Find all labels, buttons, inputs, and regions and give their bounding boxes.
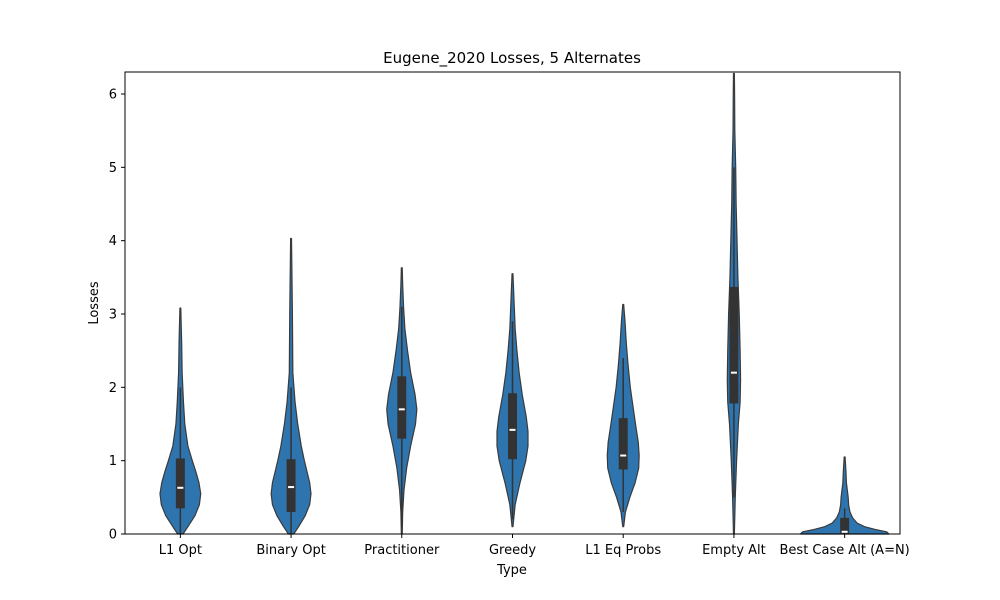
y-tick-label: 3 xyxy=(109,308,117,323)
y-tick-label: 4 xyxy=(109,234,117,249)
x-tick-label-empty-alt: Empty Alt xyxy=(702,543,766,558)
x-tick-label-l1-eq-probs: L1 Eq Probs xyxy=(585,543,661,558)
y-tick-label: 5 xyxy=(109,161,117,176)
violin-greedy xyxy=(496,273,529,528)
violin-best-case-alt-a-n xyxy=(799,456,890,535)
x-tick-label-greedy: Greedy xyxy=(489,543,536,558)
x-axis: L1 Opt Binary Opt Practitioner Greedy L1 Eq … xyxy=(159,534,910,558)
violin-iqr-box xyxy=(840,517,850,534)
y-axis: 0 1 2 3 4 5 6 xyxy=(109,88,125,543)
y-tick-label: 2 xyxy=(109,381,117,396)
y-axis-label: Losses xyxy=(87,281,102,325)
violin-binary-opt xyxy=(270,237,312,535)
violin-practitioner xyxy=(386,267,418,535)
chart-title: Eugene_2020 Losses, 5 Alternates xyxy=(383,49,641,68)
violin-empty-alt xyxy=(726,72,742,535)
violin-l1-eq-probs xyxy=(606,303,640,528)
x-tick-label-l1-opt: L1 Opt xyxy=(159,543,202,558)
violin-body xyxy=(799,456,890,535)
y-tick-label: 0 xyxy=(109,528,117,543)
violin-iqr-box xyxy=(397,376,407,439)
x-axis-label: Type xyxy=(496,563,527,578)
violin-iqr-box xyxy=(175,458,185,509)
x-tick-label-practitioner: Practitioner xyxy=(364,543,440,558)
y-tick-label: 6 xyxy=(109,88,117,103)
y-tick-label: 1 xyxy=(109,454,117,469)
violin-iqr-box xyxy=(508,393,517,460)
violins-layer xyxy=(159,72,890,535)
violin-l1-opt xyxy=(159,307,202,535)
x-tick-label-best-case-alt-a-n: Best Case Alt (A=N) xyxy=(780,543,910,558)
violin-iqr-box xyxy=(729,286,739,404)
violin-iqr-box xyxy=(618,418,628,470)
violin-iqr-box xyxy=(286,459,296,512)
violin-body xyxy=(270,237,312,535)
x-tick-label-binary-opt: Binary Opt xyxy=(256,543,326,558)
